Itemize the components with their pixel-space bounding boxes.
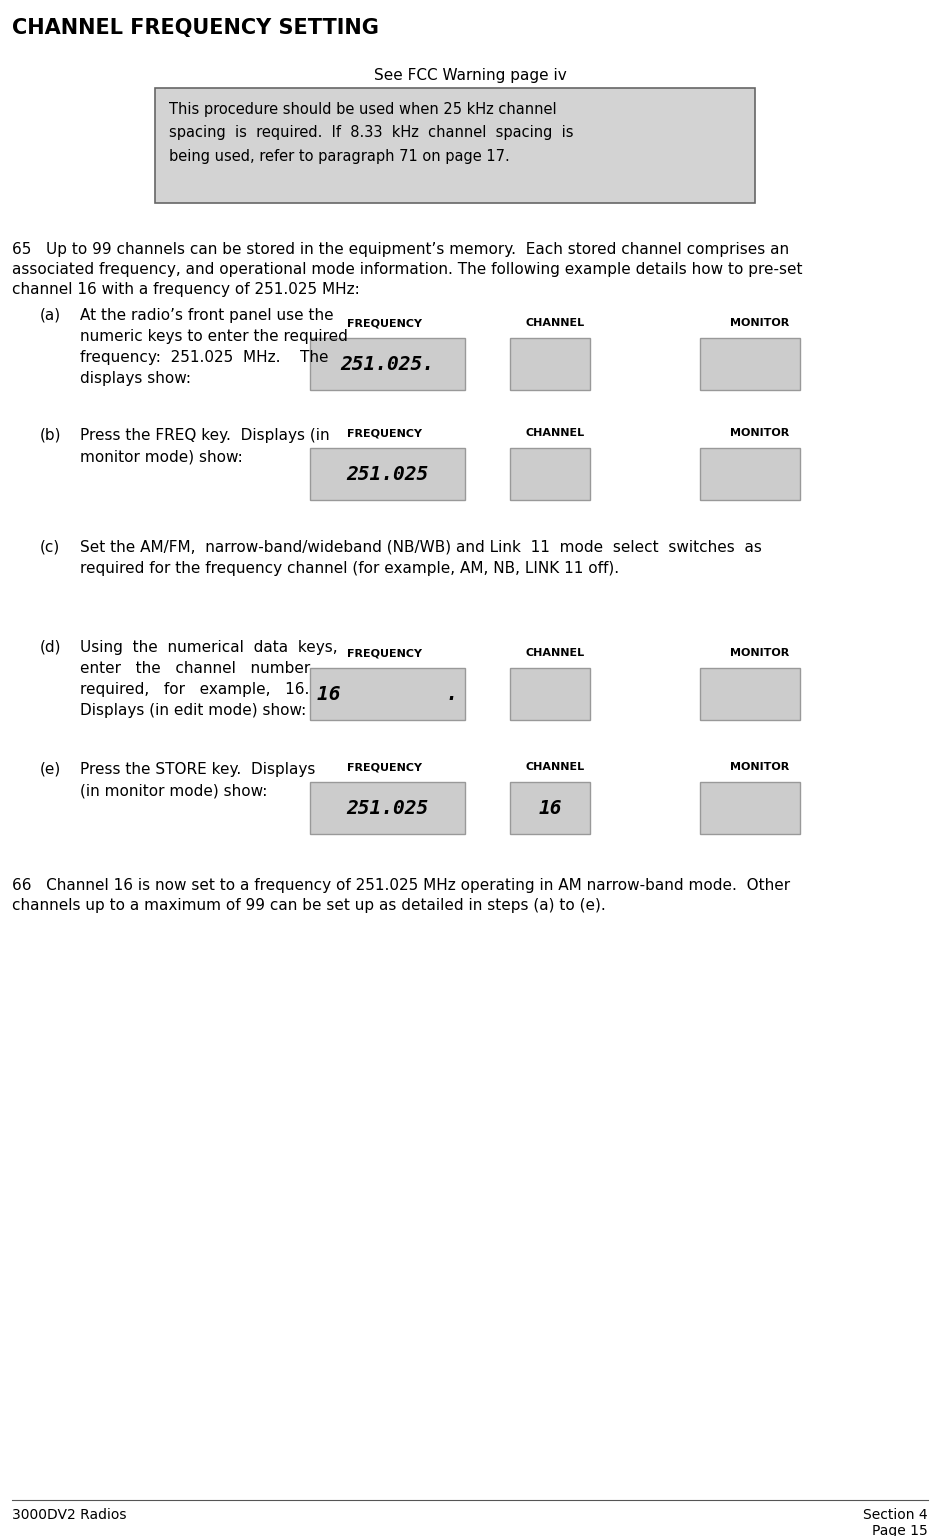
Bar: [510, 449, 590, 501]
Text: Page 15: Page 15: [872, 1524, 928, 1536]
Text: associated frequency, and operational mode information. The following example de: associated frequency, and operational mo…: [12, 263, 803, 276]
Text: 16         .: 16 .: [317, 685, 458, 703]
Text: 251.025.: 251.025.: [340, 355, 434, 373]
Text: Section 4: Section 4: [863, 1508, 928, 1522]
Text: This procedure should be used when 25 kHz channel
spacing  is  required.  If  8.: This procedure should be used when 25 kH…: [169, 101, 573, 164]
Text: At the radio’s front panel use the
numeric keys to enter the required
frequency:: At the radio’s front panel use the numer…: [80, 309, 348, 386]
Bar: [155, 88, 755, 203]
Text: 251.025: 251.025: [346, 464, 429, 484]
Text: (b): (b): [40, 429, 61, 442]
Text: (a): (a): [40, 309, 61, 323]
Text: CHANNEL: CHANNEL: [525, 648, 585, 657]
Text: MONITOR: MONITOR: [730, 318, 790, 329]
Text: See FCC Warning page iv: See FCC Warning page iv: [373, 68, 567, 83]
Bar: [510, 668, 590, 720]
Text: Press the FREQ key.  Displays (in
monitor mode) show:: Press the FREQ key. Displays (in monitor…: [80, 429, 330, 464]
Text: 16: 16: [539, 799, 562, 817]
Text: 251.025: 251.025: [346, 799, 429, 817]
Text: CHANNEL FREQUENCY SETTING: CHANNEL FREQUENCY SETTING: [12, 18, 379, 38]
Bar: [700, 668, 800, 720]
Text: channels up to a maximum of 99 can be set up as detailed in steps (a) to (e).: channels up to a maximum of 99 can be se…: [12, 899, 605, 912]
Bar: [700, 782, 800, 834]
Text: MONITOR: MONITOR: [730, 429, 790, 438]
Bar: [310, 338, 465, 390]
Text: channel 16 with a frequency of 251.025 MHz:: channel 16 with a frequency of 251.025 M…: [12, 283, 360, 296]
Text: (c): (c): [40, 541, 60, 554]
Text: FREQUENCY: FREQUENCY: [348, 318, 422, 329]
Text: MONITOR: MONITOR: [730, 762, 790, 773]
Text: FREQUENCY: FREQUENCY: [348, 762, 422, 773]
Bar: [700, 449, 800, 501]
Text: FREQUENCY: FREQUENCY: [348, 648, 422, 657]
Text: 3000DV2 Radios: 3000DV2 Radios: [12, 1508, 127, 1522]
Text: MONITOR: MONITOR: [730, 648, 790, 657]
Text: 65   Up to 99 channels can be stored in the equipment’s memory.  Each stored cha: 65 Up to 99 channels can be stored in th…: [12, 243, 789, 257]
Text: Press the STORE key.  Displays
(in monitor mode) show:: Press the STORE key. Displays (in monito…: [80, 762, 316, 799]
Bar: [310, 782, 465, 834]
Text: Using  the  numerical  data  keys,
enter   the   channel   number
required,   fo: Using the numerical data keys, enter the…: [80, 641, 337, 717]
Text: FREQUENCY: FREQUENCY: [348, 429, 422, 438]
Bar: [310, 449, 465, 501]
Text: CHANNEL: CHANNEL: [525, 318, 585, 329]
Text: (d): (d): [40, 641, 61, 654]
Text: 66   Channel 16 is now set to a frequency of 251.025 MHz operating in AM narrow-: 66 Channel 16 is now set to a frequency …: [12, 879, 791, 892]
Bar: [310, 668, 465, 720]
Text: CHANNEL: CHANNEL: [525, 762, 585, 773]
Text: CHANNEL: CHANNEL: [525, 429, 585, 438]
Text: Set the AM/FM,  narrow-band/wideband (NB/WB) and Link  11  mode  select  switche: Set the AM/FM, narrow-band/wideband (NB/…: [80, 541, 762, 576]
Bar: [510, 782, 590, 834]
Bar: [700, 338, 800, 390]
Bar: [510, 338, 590, 390]
Text: (e): (e): [40, 762, 61, 777]
